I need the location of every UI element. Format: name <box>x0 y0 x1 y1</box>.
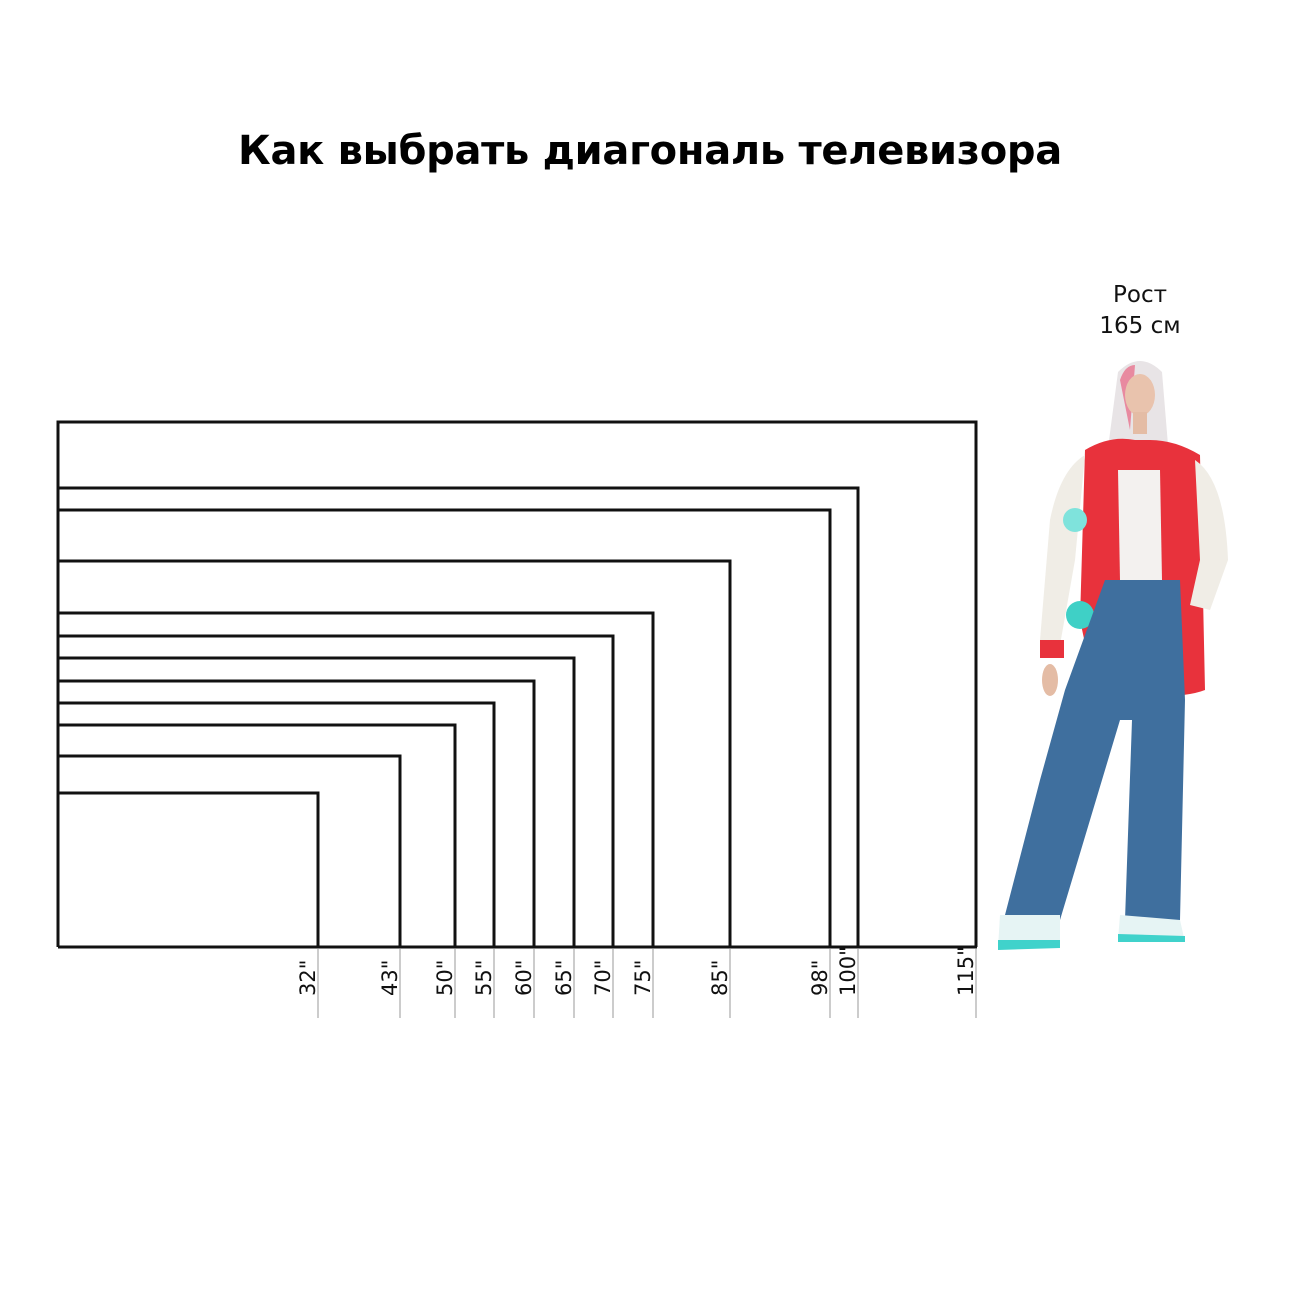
diagonal-label: 55" <box>472 960 496 996</box>
diagonal-label: 65" <box>552 960 576 996</box>
diagonal-label: 70" <box>591 960 615 996</box>
diagonal-label: 32" <box>296 960 320 996</box>
tv-outline-65 <box>56 656 576 947</box>
tv-outline-55 <box>56 701 496 947</box>
page-title: Как выбрать диагональ телевизора <box>238 128 1062 174</box>
person-height-label: Рост 165 см <box>1080 280 1200 342</box>
diagonal-label: 50" <box>433 960 457 996</box>
height-label-line1: Рост <box>1113 282 1167 308</box>
tv-outline-100 <box>56 486 860 947</box>
diagonal-label: 60" <box>512 960 536 996</box>
height-label-line2: 165 см <box>1099 313 1181 339</box>
tv-outline-75 <box>56 611 655 947</box>
tv-outline-43 <box>56 754 402 947</box>
tv-outline-98 <box>56 508 832 947</box>
person-figure <box>998 361 1228 950</box>
diagonal-label: 43" <box>378 960 402 996</box>
diagonal-label: 85" <box>708 960 732 996</box>
tv-outline-60 <box>56 679 536 947</box>
tv-outline-85 <box>56 559 732 947</box>
diagonal-label: 75" <box>631 960 655 996</box>
diagonal-label: 100" <box>836 946 860 996</box>
tv-outline-50 <box>56 723 457 947</box>
diagonal-label: 115" <box>954 946 978 996</box>
tv-outline-32 <box>56 791 320 947</box>
tv-outline-115 <box>56 420 978 947</box>
diagonal-label: 98" <box>808 960 832 996</box>
